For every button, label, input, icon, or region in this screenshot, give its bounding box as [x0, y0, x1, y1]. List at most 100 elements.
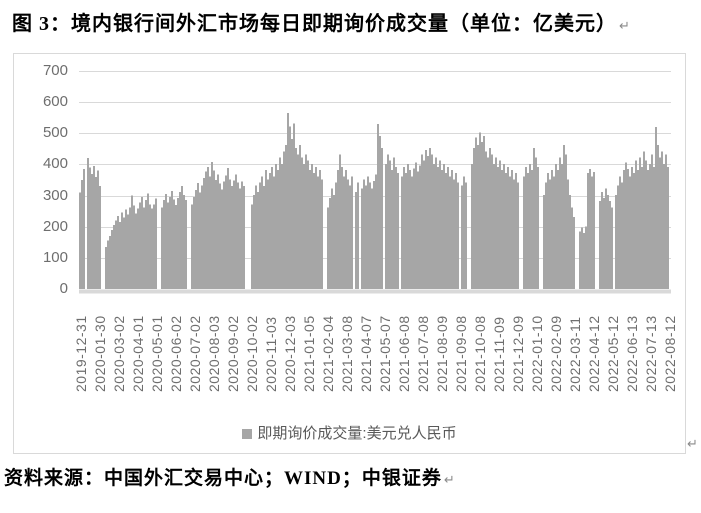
x-axis-line	[79, 289, 671, 294]
volume-bar	[457, 182, 459, 289]
x-tick-label: 2021-08-09	[434, 315, 450, 392]
volume-bar	[609, 201, 611, 289]
volume-bar	[145, 199, 147, 289]
volume-bar	[497, 166, 499, 289]
volume-bar	[283, 151, 285, 289]
volume-bar	[501, 170, 503, 289]
paragraph-mark-icon: ↵	[619, 18, 630, 33]
volume-bar	[489, 148, 491, 289]
volume-bar	[377, 123, 379, 289]
volume-bar	[655, 127, 657, 289]
volume-bar	[241, 181, 243, 289]
volume-bar	[413, 168, 415, 289]
volume-bar	[451, 170, 453, 289]
volume-bar	[401, 176, 403, 289]
volume-bar	[561, 163, 563, 289]
volume-bar	[473, 148, 475, 289]
volume-bar	[585, 226, 587, 289]
volume-bar	[651, 154, 653, 289]
volume-bar	[511, 170, 513, 289]
volume-bar	[169, 197, 171, 289]
volume-bar	[583, 232, 585, 289]
chart-frame: 0 100 200 300 400 500 600 700 2019-12-31 2020-01…	[13, 53, 686, 454]
volume-bar	[123, 217, 125, 289]
x-tick-label: 2022-05-12	[605, 315, 621, 392]
volume-bar	[449, 176, 451, 289]
volume-bar	[285, 145, 287, 289]
volume-bar	[481, 142, 483, 289]
volume-bar	[105, 246, 107, 289]
volume-bar	[137, 208, 139, 289]
figure-title-row: 图 3：境内银行间外汇市场每日即期询价成交量（单位：亿美元） ↵	[12, 7, 630, 36]
y-tick-label: 200	[42, 217, 68, 235]
x-tick-label: 2020-05-01	[149, 315, 165, 392]
volume-bar	[619, 176, 621, 289]
paragraph-mark-icon: ↵	[687, 436, 698, 451]
volume-bar	[161, 207, 163, 289]
volume-bar	[527, 173, 529, 289]
volume-bar	[381, 148, 383, 289]
volume-bar	[547, 173, 549, 289]
volume-bar	[281, 163, 283, 289]
volume-bar	[91, 173, 93, 289]
source-line-row: 资料来源：中国外汇交易中心；WIND；中银证券 ↵	[4, 463, 455, 490]
volume-bar	[665, 154, 667, 289]
volume-bar	[529, 163, 531, 289]
volume-bar	[627, 168, 629, 289]
volume-bar	[121, 212, 123, 289]
volume-bar	[321, 179, 323, 289]
volume-bar	[623, 170, 625, 289]
x-tick-label: 2020-09-02	[225, 315, 241, 392]
volume-bar	[641, 166, 643, 289]
volume-bar	[411, 176, 413, 289]
volume-bar	[149, 204, 151, 289]
x-tick-label: 2021-05-07	[377, 315, 393, 392]
volume-bar	[649, 163, 651, 289]
volume-bar	[509, 176, 511, 289]
volume-bar	[375, 174, 377, 289]
volume-bar	[659, 157, 661, 289]
volume-bar	[653, 166, 655, 289]
volume-bar	[373, 180, 375, 289]
volume-bar	[393, 157, 395, 289]
volume-bar	[405, 173, 407, 289]
volume-bar	[313, 173, 315, 289]
volume-bar	[333, 194, 335, 289]
volume-bar	[407, 163, 409, 289]
volume-bar	[331, 188, 333, 289]
volume-bar	[351, 176, 353, 289]
volume-bar	[553, 176, 555, 289]
volume-bar	[141, 196, 143, 289]
volume-bar	[253, 194, 255, 289]
x-tick-label: 2021-09-08	[453, 315, 469, 392]
volume-bar	[471, 163, 473, 289]
x-tick-label: 2020-10-02	[244, 315, 260, 392]
volume-bar	[191, 204, 193, 289]
x-tick-label: 2020-06-02	[168, 315, 184, 392]
volume-bar	[445, 173, 447, 289]
x-tick-label: 2021-10-08	[472, 315, 488, 392]
volume-bar	[493, 163, 495, 289]
volume-bar	[153, 204, 155, 289]
volume-bar	[185, 200, 187, 289]
volume-bar	[537, 166, 539, 289]
volume-bar	[199, 192, 201, 289]
volume-bar	[221, 189, 223, 289]
volume-bar	[231, 186, 233, 289]
volume-bar	[629, 176, 631, 289]
volume-bar	[347, 179, 349, 289]
volume-bar	[227, 168, 229, 289]
volume-bar	[433, 163, 435, 289]
volume-bar	[645, 160, 647, 289]
volume-bar	[391, 170, 393, 289]
volume-bar	[167, 202, 169, 289]
volume-bar	[113, 225, 115, 289]
volume-bar	[607, 194, 609, 289]
x-tick-label: 2020-04-01	[130, 315, 146, 392]
volume-bar	[135, 213, 137, 289]
volume-bar	[419, 165, 421, 289]
volume-bar	[261, 176, 263, 289]
volume-bar	[129, 207, 131, 289]
volume-bar	[507, 166, 509, 289]
x-tick-label: 2021-03-08	[339, 315, 355, 392]
